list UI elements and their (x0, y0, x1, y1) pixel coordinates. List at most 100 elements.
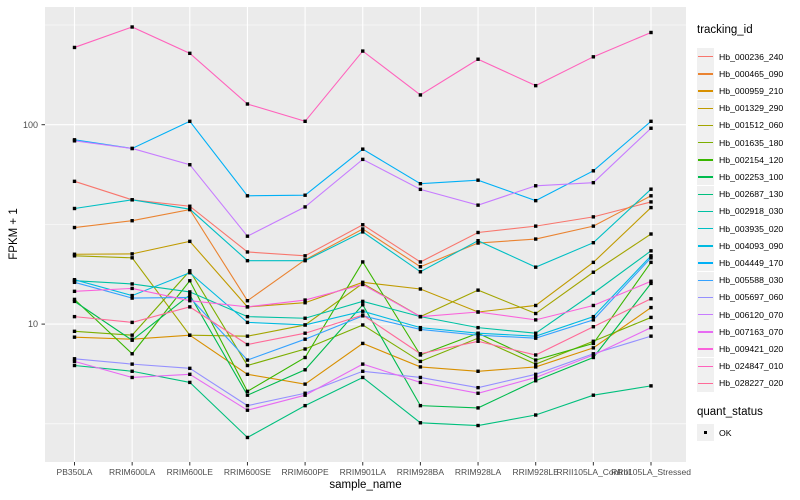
data-point-marker (72, 206, 77, 211)
data-point-marker (476, 331, 480, 335)
data-point-marker (361, 341, 365, 346)
data-point-marker (649, 126, 653, 130)
legend-entry-label: Hb_003935_020 (719, 223, 784, 234)
data-point-marker (591, 355, 596, 360)
data-point-marker (72, 254, 77, 258)
data-point-marker (476, 369, 480, 373)
legend-key-box (697, 323, 714, 341)
data-point-marker (418, 359, 423, 364)
data-point-marker (303, 393, 307, 397)
data-point-marker (591, 325, 596, 329)
data-point-marker (188, 293, 192, 297)
data-point-marker (303, 258, 307, 263)
legend-entry-label: Hb_001512_060 (719, 120, 784, 131)
data-point-marker (418, 260, 423, 264)
data-point-marker (649, 384, 653, 388)
legend-key-box (697, 357, 714, 375)
data-point-marker (649, 279, 653, 283)
data-point-marker (72, 280, 77, 285)
data-point-marker (188, 271, 192, 275)
data-point-marker (72, 139, 77, 143)
data-point-marker (591, 314, 596, 319)
data-point-marker (649, 194, 653, 198)
legend-key-line-icon (698, 331, 713, 333)
data-point-marker (649, 325, 653, 330)
data-point-marker (303, 119, 307, 124)
legend-key-line-icon (698, 382, 713, 385)
data-point-marker (534, 334, 538, 338)
data-point-marker (649, 249, 653, 253)
data-point-marker (188, 305, 192, 309)
data-point-marker (130, 286, 134, 291)
data-point-marker (476, 339, 480, 343)
data-point-marker (361, 362, 365, 366)
data-point-marker (476, 385, 480, 390)
x-tick-label-RRII105LA_Stressed: RRII105LA_Stressed (611, 467, 691, 477)
data-point-marker (245, 194, 250, 198)
legend-key-line-icon (698, 296, 713, 299)
legend-key-line-icon (698, 176, 713, 178)
legend-key-box (697, 424, 714, 441)
data-point-marker (534, 237, 538, 241)
data-point-marker (361, 323, 365, 327)
data-point-marker (245, 435, 250, 440)
data-point-marker (245, 102, 250, 106)
data-point-marker (130, 256, 134, 260)
data-point-marker (361, 147, 365, 151)
data-point-marker (130, 146, 134, 151)
data-point-marker (361, 260, 365, 264)
data-point-marker (418, 314, 423, 319)
data-point-marker (188, 269, 192, 273)
data-point-marker (130, 362, 134, 366)
legend-key-line-icon (698, 210, 713, 213)
data-point-marker (418, 93, 423, 97)
data-point-marker (303, 193, 307, 197)
data-point-marker (130, 333, 134, 337)
data-point-marker (130, 369, 134, 373)
data-point-marker (245, 258, 250, 263)
data-point-marker (361, 227, 365, 231)
data-point-marker (245, 334, 250, 338)
data-point-marker (418, 181, 423, 186)
legend-key-line-icon (698, 279, 713, 281)
data-point-marker (591, 55, 596, 59)
data-point-marker (303, 331, 307, 335)
data-point-marker (72, 297, 77, 302)
data-point-marker (476, 57, 480, 61)
data-point-marker (534, 358, 538, 362)
legend-title-quant-status: quant_status (697, 406, 763, 418)
data-point-marker (534, 375, 538, 380)
legend-key-box (697, 254, 714, 272)
data-point-marker (72, 329, 77, 334)
data-point-marker (534, 372, 538, 377)
data-point-marker (361, 303, 365, 307)
data-point-marker (130, 296, 134, 300)
legend-key-box (697, 82, 714, 100)
legend-entry-label: Hb_004449_170 (719, 257, 784, 268)
data-point-marker (418, 421, 423, 425)
data-point-marker (188, 290, 192, 294)
legend-key-line-icon (698, 348, 713, 350)
data-point-marker (534, 331, 538, 335)
data-point-marker (591, 291, 596, 295)
data-point-marker (130, 338, 134, 342)
data-point-marker (72, 363, 77, 368)
data-point-marker (649, 334, 653, 338)
data-point-marker (188, 295, 192, 300)
legend-entry-label: Hb_000465_090 (719, 68, 784, 79)
legend-entry-label: Hb_002253_100 (719, 171, 784, 182)
data-point-marker (591, 318, 596, 322)
x-tick-label-RRIM600LE: RRIM600LE (166, 467, 213, 477)
data-point-marker (591, 353, 596, 357)
data-point-marker (72, 289, 77, 294)
data-point-marker (476, 203, 480, 207)
data-point-marker (245, 389, 250, 394)
data-point-marker (130, 293, 134, 298)
legend-key-box (697, 237, 714, 255)
data-point-marker (72, 335, 77, 339)
x-axis-title: sample_name (329, 479, 402, 491)
data-point-marker (476, 406, 480, 410)
legend-entry-label: Hb_005697_060 (719, 292, 784, 303)
legend-key-line-icon (698, 56, 713, 58)
data-point-marker (534, 365, 538, 369)
